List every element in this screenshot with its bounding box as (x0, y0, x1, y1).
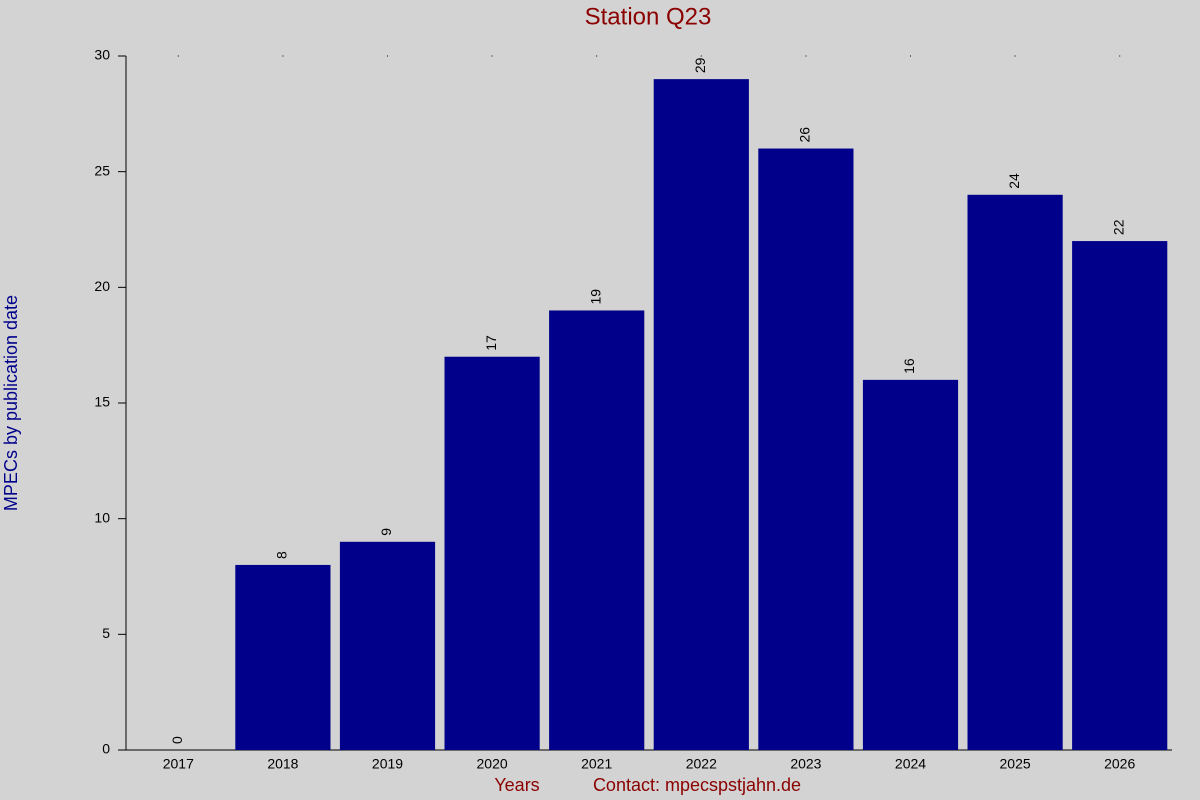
top-dot (910, 55, 911, 57)
bar (444, 356, 540, 750)
y-axis-label: MPECs by publication date (1, 295, 21, 511)
y-tick-label: 30 (94, 47, 110, 63)
bar (339, 541, 436, 750)
value-label: 26 (797, 127, 813, 143)
value-label: 22 (1110, 219, 1126, 235)
x-tick-label: 2019 (372, 756, 403, 772)
value-label: 8 (274, 551, 290, 559)
x-tick-label: 2026 (1104, 756, 1135, 772)
value-label: 29 (692, 57, 708, 73)
x-tick-label: 2021 (581, 756, 612, 772)
x-tick-label: 2023 (790, 756, 821, 772)
bar (967, 194, 1063, 751)
chart-title: Station Q23 (585, 3, 712, 30)
top-dot (387, 55, 388, 57)
top-dot (177, 55, 179, 57)
bar (1072, 241, 1168, 751)
top-dot (282, 55, 284, 57)
x-tick-label: 2017 (163, 756, 194, 772)
y-tick-label: 0 (102, 741, 110, 757)
y-tick-label: 15 (94, 394, 110, 410)
top-dot (1014, 55, 1016, 57)
bar (549, 310, 645, 750)
value-label: 17 (483, 335, 499, 351)
x-axis-label: Years (494, 775, 539, 795)
bar (758, 148, 854, 751)
top-dot (596, 55, 598, 57)
x-tick-label: 2018 (267, 756, 298, 772)
top-dot (491, 55, 493, 57)
top-dot (1119, 55, 1121, 57)
x-tick-label: 2022 (686, 756, 717, 772)
value-label: 16 (901, 358, 917, 374)
top-dot (700, 55, 702, 57)
x-tick-label: 2020 (477, 756, 508, 772)
bar (653, 79, 749, 751)
x-tick-label: 2025 (1000, 756, 1031, 772)
y-tick-label: 20 (94, 278, 110, 294)
top-dot (805, 55, 807, 57)
bar (235, 564, 331, 750)
value-label: 0 (169, 736, 185, 744)
bar (862, 379, 959, 750)
value-label: 9 (378, 528, 394, 536)
y-tick-label: 25 (94, 162, 110, 178)
y-tick-label: 10 (94, 509, 110, 525)
annotation: Contact: mpecspstjahn.de (593, 775, 801, 795)
y-tick-label: 5 (102, 625, 110, 641)
value-label: 24 (1006, 173, 1022, 189)
x-tick-label: 2024 (895, 756, 926, 772)
value-label: 19 (587, 289, 603, 305)
